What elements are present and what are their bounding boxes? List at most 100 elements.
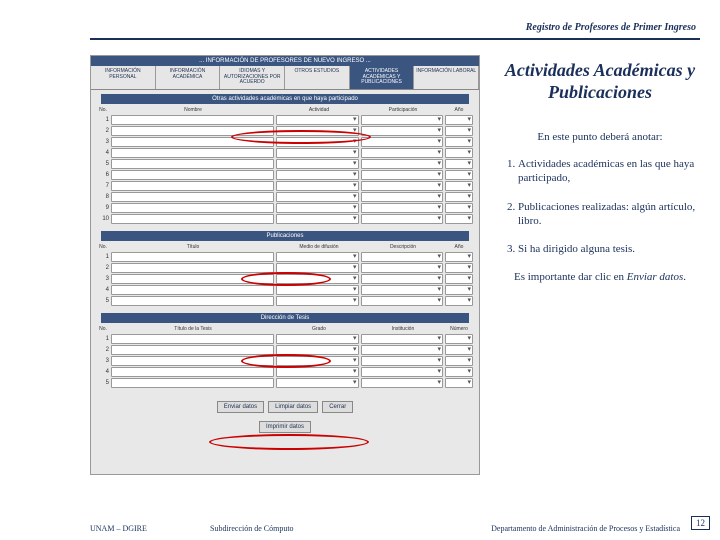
dropdown[interactable] bbox=[276, 203, 359, 213]
dropdown[interactable] bbox=[361, 115, 444, 125]
text-input[interactable] bbox=[111, 137, 274, 147]
text-input[interactable] bbox=[111, 159, 274, 169]
text-input[interactable] bbox=[111, 296, 274, 306]
dropdown[interactable] bbox=[445, 115, 473, 125]
dropdown[interactable] bbox=[276, 296, 359, 306]
dropdown[interactable] bbox=[445, 345, 473, 355]
text-input[interactable] bbox=[111, 148, 274, 158]
limpiar-button[interactable]: Limpiar datos bbox=[268, 401, 318, 413]
footer-center: Subdirección de Cómputo bbox=[210, 524, 294, 533]
form-row: 2 bbox=[97, 345, 473, 355]
dropdown[interactable] bbox=[361, 192, 444, 202]
dropdown[interactable] bbox=[276, 285, 359, 295]
dropdown[interactable] bbox=[276, 137, 359, 147]
section1-header: Otras actividades académicas en que haya… bbox=[101, 94, 469, 104]
dropdown[interactable] bbox=[445, 378, 473, 388]
dropdown[interactable] bbox=[276, 159, 359, 169]
dropdown[interactable] bbox=[276, 378, 359, 388]
text-input[interactable] bbox=[111, 192, 274, 202]
dropdown[interactable] bbox=[361, 263, 444, 273]
text-input[interactable] bbox=[111, 170, 274, 180]
dropdown[interactable] bbox=[445, 148, 473, 158]
dropdown[interactable] bbox=[276, 170, 359, 180]
dropdown[interactable] bbox=[361, 378, 444, 388]
dropdown[interactable] bbox=[361, 159, 444, 169]
dropdown[interactable] bbox=[445, 126, 473, 136]
dropdown[interactable] bbox=[361, 285, 444, 295]
dropdown[interactable] bbox=[361, 345, 444, 355]
dropdown[interactable] bbox=[361, 148, 444, 158]
text-input[interactable] bbox=[111, 214, 274, 224]
text-input[interactable] bbox=[111, 345, 274, 355]
dropdown[interactable] bbox=[361, 296, 444, 306]
dropdown[interactable] bbox=[276, 252, 359, 262]
tab-otros[interactable]: OTROS ESTUDIOS bbox=[285, 66, 350, 89]
dropdown[interactable] bbox=[361, 170, 444, 180]
dropdown[interactable] bbox=[276, 214, 359, 224]
text-input[interactable] bbox=[111, 367, 274, 377]
tab-laboral[interactable]: INFORMACIÓN LABORAL bbox=[414, 66, 479, 89]
dropdown[interactable] bbox=[276, 334, 359, 344]
row-number: 3 bbox=[97, 276, 109, 282]
enviar-button[interactable]: Enviar datos bbox=[217, 401, 264, 413]
dropdown[interactable] bbox=[361, 356, 444, 366]
dropdown[interactable] bbox=[445, 252, 473, 262]
text-input[interactable] bbox=[111, 285, 274, 295]
dropdown[interactable] bbox=[276, 345, 359, 355]
dropdown[interactable] bbox=[445, 334, 473, 344]
dropdown[interactable] bbox=[445, 214, 473, 224]
cerrar-button[interactable]: Cerrar bbox=[322, 401, 353, 413]
dropdown[interactable] bbox=[361, 126, 444, 136]
dropdown[interactable] bbox=[445, 274, 473, 284]
dropdown[interactable] bbox=[276, 192, 359, 202]
dropdown[interactable] bbox=[445, 285, 473, 295]
dropdown[interactable] bbox=[445, 263, 473, 273]
dropdown[interactable] bbox=[445, 159, 473, 169]
dropdown[interactable] bbox=[445, 296, 473, 306]
dropdown[interactable] bbox=[445, 203, 473, 213]
text-input[interactable] bbox=[111, 356, 274, 366]
dropdown[interactable] bbox=[276, 356, 359, 366]
dropdown[interactable] bbox=[361, 334, 444, 344]
text-input[interactable] bbox=[111, 115, 274, 125]
dropdown[interactable] bbox=[445, 367, 473, 377]
dropdown[interactable] bbox=[276, 263, 359, 273]
footer-left: UNAM – DGIRE bbox=[90, 524, 147, 533]
row-number: 2 bbox=[97, 347, 109, 353]
text-input[interactable] bbox=[111, 252, 274, 262]
dropdown[interactable] bbox=[445, 170, 473, 180]
text-input[interactable] bbox=[111, 334, 274, 344]
dropdown[interactable] bbox=[276, 367, 359, 377]
dropdown[interactable] bbox=[361, 181, 444, 191]
text-input[interactable] bbox=[111, 203, 274, 213]
tab-idiomas[interactable]: IDIOMAS Y AUTORIZACIONES POR ACUERDO bbox=[220, 66, 285, 89]
tab-academica[interactable]: INFORMACIÓN ACADÉMICA bbox=[156, 66, 221, 89]
tab-actividades[interactable]: ACTIVIDADES ACADÉMICAS Y PUBLICACIONES bbox=[350, 66, 415, 89]
text-input[interactable] bbox=[111, 263, 274, 273]
dropdown[interactable] bbox=[276, 181, 359, 191]
section-actividades: Otras actividades académicas en que haya… bbox=[91, 90, 479, 227]
imprimir-button[interactable]: Imprimir datos bbox=[259, 421, 311, 433]
dropdown[interactable] bbox=[445, 192, 473, 202]
dropdown[interactable] bbox=[276, 274, 359, 284]
dropdown[interactable] bbox=[276, 148, 359, 158]
dropdown[interactable] bbox=[445, 181, 473, 191]
text-input[interactable] bbox=[111, 181, 274, 191]
dropdown[interactable] bbox=[276, 126, 359, 136]
page-header-title: Registro de Profesores de Primer Ingreso bbox=[526, 22, 696, 33]
text-input[interactable] bbox=[111, 126, 274, 136]
text-input[interactable] bbox=[111, 378, 274, 388]
dropdown[interactable] bbox=[276, 115, 359, 125]
dropdown[interactable] bbox=[361, 214, 444, 224]
form-row: 5 bbox=[97, 159, 473, 169]
dropdown[interactable] bbox=[361, 252, 444, 262]
tab-personal[interactable]: INFORMACIÓN PERSONAL bbox=[91, 66, 156, 89]
dropdown[interactable] bbox=[445, 137, 473, 147]
dropdown[interactable] bbox=[445, 356, 473, 366]
form-row: 6 bbox=[97, 170, 473, 180]
dropdown[interactable] bbox=[361, 137, 444, 147]
dropdown[interactable] bbox=[361, 203, 444, 213]
dropdown[interactable] bbox=[361, 367, 444, 377]
text-input[interactable] bbox=[111, 274, 274, 284]
dropdown[interactable] bbox=[361, 274, 444, 284]
